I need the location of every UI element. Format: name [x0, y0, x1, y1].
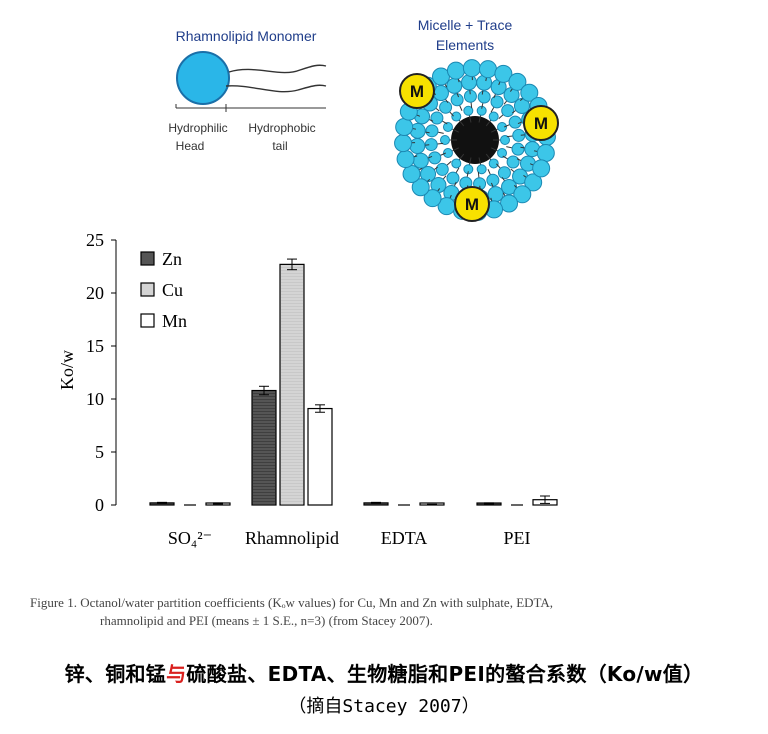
micelle-head	[430, 111, 444, 125]
tail-label-2: tail	[272, 139, 287, 153]
micelle-head	[442, 121, 453, 132]
y-tick-label: 15	[86, 336, 104, 356]
y-tick-label: 10	[86, 389, 104, 409]
y-axis-label: Ko/w	[57, 350, 77, 390]
legend-swatch-cu	[140, 282, 155, 297]
chart-axes: 0 5 10 15 20 25 SO₄²⁻ Rhamnolipid EDTA PEI	[86, 230, 531, 548]
ko-w-bar-chart: 0 5 10 15 20 25 SO₄²⁻ Rhamnolipid EDTA PEI Zn Cu Mn…	[57, 230, 558, 548]
micelle-head	[439, 100, 453, 114]
micelle-head	[532, 159, 551, 178]
chart-legend: Zn Cu Mn	[140, 249, 187, 331]
legend-label: Zn	[162, 249, 182, 269]
micelle-head	[463, 164, 474, 175]
monomer-tail-upper	[228, 64, 327, 74]
metal-ion: M	[399, 73, 435, 109]
micelle-head	[451, 111, 462, 122]
monomer-head	[176, 51, 230, 105]
y-tick-label: 0	[95, 495, 104, 515]
micelle-head	[446, 171, 460, 185]
micelle-head	[500, 135, 510, 145]
title-highlight: 与	[166, 662, 187, 686]
svg-text:M: M	[534, 114, 548, 133]
micelle-head	[512, 128, 526, 142]
micelle-head	[440, 135, 450, 145]
micelle-head	[488, 158, 499, 169]
chinese-title: 锌、铜和锰与硫酸盐、EDTA、生物糖脂和PEI的螯合系数（Ko/w值）	[0, 658, 768, 687]
micelle-head	[490, 95, 504, 109]
x-tick-label: Rhamnolipid	[245, 528, 339, 548]
caption-line-2: rhamnolipid and PEI (means ± 1 S.E., n=3…	[100, 613, 433, 628]
title-part-2: 硫酸盐、EDTA、生物糖脂和PEI的螯合系数（Ko/w值）	[186, 662, 704, 686]
micelle-head	[497, 148, 508, 159]
micelle-title: Micelle + Trace	[418, 17, 513, 33]
micelle-core	[451, 116, 499, 164]
chart-bars	[149, 258, 558, 506]
y-tick-label: 25	[86, 230, 104, 250]
tail-label: Hydrophobic	[248, 121, 315, 135]
micelle-head	[451, 158, 462, 169]
micelle-head	[501, 104, 515, 118]
micelle-head	[508, 72, 527, 91]
y-tick-label: 20	[86, 283, 104, 303]
micelle-head	[411, 178, 430, 197]
rhamnolipid-diagram: Rhamnolipid Monomer Hydrophilic Head Hyd…	[168, 17, 559, 222]
micelle-head	[506, 155, 520, 169]
micelle-head	[476, 164, 487, 175]
micelle-head	[425, 124, 439, 138]
micelle-head	[435, 162, 449, 176]
x-tick-label: EDTA	[381, 528, 428, 548]
micelle-head	[494, 64, 513, 83]
legend-label: Mn	[162, 311, 187, 331]
y-tick-label: 5	[95, 442, 104, 462]
legend-swatch-zn	[140, 251, 155, 266]
micelle-head	[520, 83, 539, 102]
micelle-head	[463, 105, 474, 116]
svg-text:M: M	[465, 195, 479, 214]
title-part-1: 锌、铜和锰	[64, 662, 167, 686]
micelle-head	[513, 185, 532, 204]
bar-mn	[307, 407, 333, 506]
micelle-title-2: Elements	[436, 37, 494, 53]
micelle-head	[488, 111, 499, 122]
chinese-subtitle: （摘自Stacey 2007）	[288, 696, 480, 717]
legend-swatch-mn	[140, 313, 155, 328]
micelle-head	[497, 121, 508, 132]
micelle-head	[524, 173, 543, 192]
metal-ion: M	[454, 186, 490, 222]
micelle-head	[463, 89, 477, 103]
head-label: Hydrophilic	[168, 121, 227, 135]
head-label-2: Head	[176, 139, 205, 153]
micelle-head	[442, 148, 453, 159]
micelle-head	[497, 166, 511, 180]
caption-line-1: Figure 1. Octanol/water partition coeffi…	[30, 595, 554, 610]
x-tick-label: SO₄²⁻	[168, 528, 212, 548]
legend-label: Cu	[162, 280, 183, 300]
monomer-title: Rhamnolipid Monomer	[176, 28, 317, 44]
micelle-head	[476, 105, 487, 116]
monomer-tail-lower	[225, 84, 327, 93]
micelle-head	[511, 142, 525, 156]
micelle-head	[477, 90, 491, 104]
x-tick-label: PEI	[504, 528, 531, 548]
figure-caption: Figure 1. Octanol/water partition coeffi…	[30, 594, 742, 630]
micelle-head	[424, 138, 438, 152]
svg-text:M: M	[410, 82, 424, 101]
metal-ion: M	[523, 105, 559, 141]
micelle-head	[423, 189, 442, 208]
